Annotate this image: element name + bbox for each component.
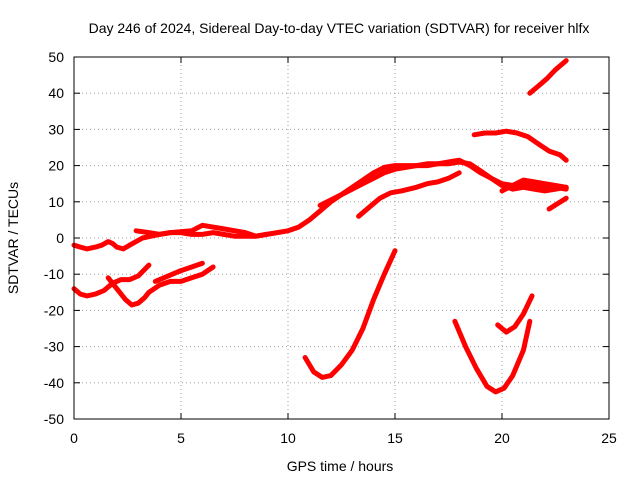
y-tick-label: -40 bbox=[44, 375, 64, 391]
x-tick-label: 0 bbox=[70, 430, 78, 446]
series-line bbox=[302, 248, 398, 380]
series-line bbox=[471, 128, 569, 163]
series-line bbox=[527, 58, 569, 96]
series-line bbox=[495, 293, 535, 335]
y-tick-label: 50 bbox=[48, 49, 64, 65]
y-axis-label: SDTVAR / TECUs bbox=[5, 182, 21, 294]
series-line bbox=[452, 318, 533, 395]
x-tick-label: 25 bbox=[601, 430, 617, 446]
x-tick-label: 20 bbox=[494, 430, 510, 446]
series-line bbox=[499, 177, 569, 194]
series-line bbox=[133, 222, 270, 239]
y-tick-label: 0 bbox=[56, 230, 64, 246]
y-tick-label: -10 bbox=[44, 266, 64, 282]
chart-title: Day 246 of 2024, Sidereal Day-to-day VTE… bbox=[89, 20, 590, 36]
series-line bbox=[317, 157, 569, 208]
x-tick-label: 10 bbox=[280, 430, 296, 446]
y-tick-label: 30 bbox=[48, 121, 64, 137]
y-tick-labels: -50 -40 -30 -20 -10 0 10 20 30 40 50 bbox=[44, 49, 64, 427]
x-tick-label: 15 bbox=[387, 430, 403, 446]
y-tick-label: -30 bbox=[44, 339, 64, 355]
series-line bbox=[546, 195, 569, 212]
y-tick-label: -50 bbox=[44, 411, 64, 427]
y-tick-label: 40 bbox=[48, 85, 64, 101]
tick-marks bbox=[73, 56, 610, 420]
x-tick-label: 5 bbox=[177, 430, 185, 446]
x-axis-label: GPS time / hours bbox=[287, 458, 394, 474]
y-tick-label: 10 bbox=[48, 194, 64, 210]
series-layer bbox=[71, 58, 569, 395]
x-tick-labels: 0 5 10 15 20 25 bbox=[70, 430, 617, 446]
y-tick-label: 20 bbox=[48, 158, 64, 174]
series-line bbox=[71, 262, 152, 299]
series-line bbox=[105, 264, 216, 308]
series-line bbox=[152, 260, 205, 284]
grid bbox=[74, 57, 609, 419]
y-tick-label: -20 bbox=[44, 302, 64, 318]
series-line bbox=[356, 170, 462, 219]
